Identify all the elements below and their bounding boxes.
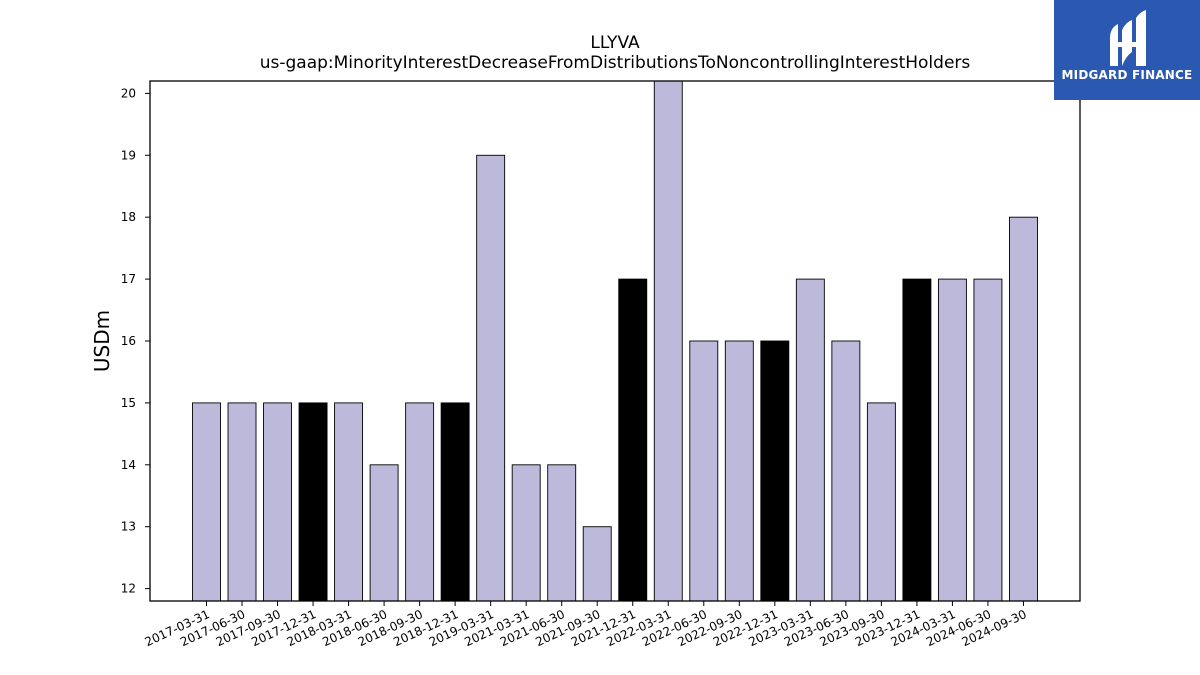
y-tick-label: 15 xyxy=(121,396,136,410)
y-tick-label: 14 xyxy=(121,458,136,472)
bar-2019-03-31 xyxy=(476,154,506,602)
bar-2023-03-31 xyxy=(795,278,825,602)
bar-2022-06-30 xyxy=(689,340,719,602)
bar-2022-03-31 xyxy=(653,80,683,602)
bar-2023-09-30 xyxy=(866,402,896,602)
midgard-finance-logo: MIDGARD FINANCE xyxy=(1054,0,1200,100)
bar-2021-03-31 xyxy=(511,464,541,602)
bar-2023-06-30 xyxy=(831,340,861,602)
bar-2021-09-30 xyxy=(582,526,612,602)
bar-2023-12-31 xyxy=(902,278,932,602)
bar-2018-06-30 xyxy=(369,464,399,602)
y-tick-label: 18 xyxy=(121,210,136,224)
x-axis-ticks: 2017-03-312017-06-302017-09-302017-12-31… xyxy=(143,601,1029,649)
bars-group xyxy=(192,80,1038,602)
plot-frame xyxy=(149,80,1081,602)
bar-2024-09-30 xyxy=(1009,216,1038,602)
bar-2018-12-31 xyxy=(440,402,470,602)
logo-text: MIDGARD FINANCE xyxy=(1061,68,1193,82)
bar-2017-06-30 xyxy=(227,402,257,602)
bar-2018-09-30 xyxy=(405,402,435,602)
y-tick-label: 20 xyxy=(121,86,136,100)
y-tick-label: 13 xyxy=(121,520,136,534)
y-tick-label: 16 xyxy=(121,334,136,348)
bar-2021-12-31 xyxy=(618,278,648,602)
y-tick-label: 17 xyxy=(121,272,136,286)
bar-2021-06-30 xyxy=(547,464,577,602)
chart-title: LLYVA xyxy=(590,33,640,53)
y-axis-ticks: 12 13 14 15 16 17 18 19 20 xyxy=(121,86,150,596)
y-axis-label: USDm xyxy=(90,310,114,372)
bar-2017-03-31 xyxy=(192,402,221,602)
bar-2017-09-30 xyxy=(263,402,292,602)
bar-2024-03-31 xyxy=(937,278,967,602)
logo-mark-icon xyxy=(1110,10,1146,66)
y-tick-label: 12 xyxy=(121,582,136,596)
bar-2018-03-31 xyxy=(334,402,364,602)
bar-2017-12-31 xyxy=(298,402,328,602)
bar-2022-09-30 xyxy=(724,340,754,602)
y-tick-label: 19 xyxy=(121,148,136,162)
bar-2024-06-30 xyxy=(973,278,1003,602)
chart-subtitle: us-gaap:MinorityInterestDecreaseFromDist… xyxy=(260,53,971,73)
bar-2022-12-31 xyxy=(760,340,790,602)
